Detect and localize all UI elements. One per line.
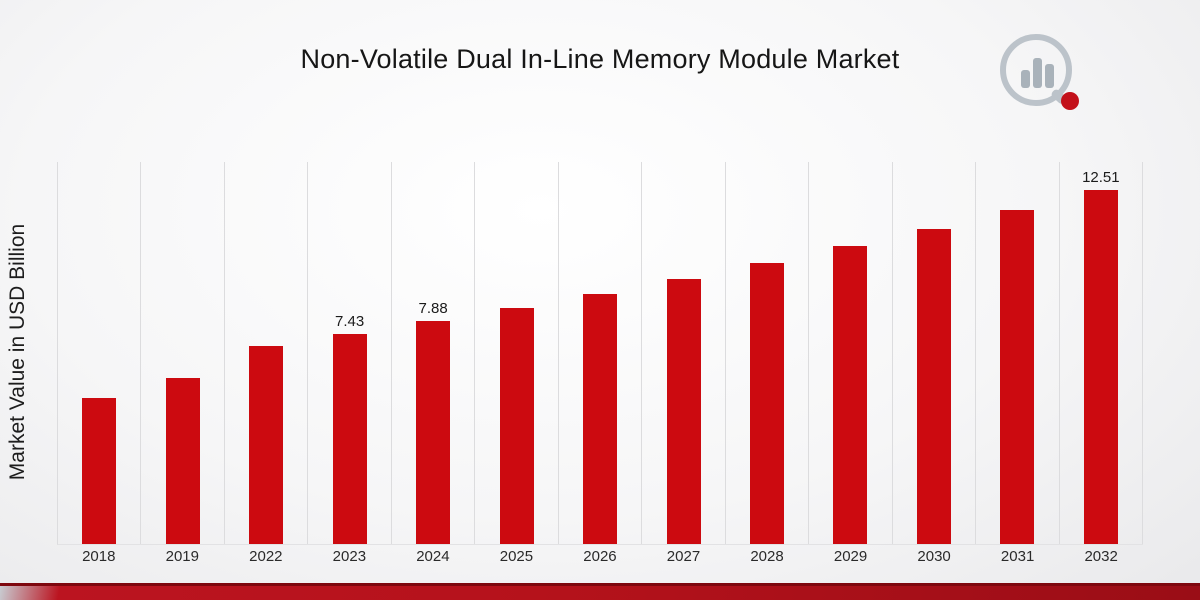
bar-value-label: 7.88 (418, 300, 448, 318)
x-tick-label: 2019 (165, 548, 199, 565)
bar-group (726, 162, 810, 544)
x-tick-label: 2031 (1000, 548, 1035, 565)
x-tick-label: 2028 (750, 548, 784, 565)
x-tick-label: 2025 (499, 548, 534, 565)
x-tick-label: 2030 (917, 548, 951, 565)
chart-title: Non-Volatile Dual In-Line Memory Module … (300, 44, 900, 74)
bar-group (893, 162, 977, 544)
bar-group (976, 162, 1060, 544)
plot-area: 7.43 7.88 12.51 (57, 162, 1144, 545)
bar-group (141, 162, 225, 544)
bar (583, 293, 618, 544)
x-tick-label: 2032 (1084, 548, 1118, 565)
x-tick-label: 2024 (416, 548, 450, 565)
bar (1000, 209, 1035, 544)
bar-value-label: 12.51 (1082, 169, 1120, 187)
bar (249, 345, 284, 544)
bar (916, 228, 951, 544)
x-tick-label: 2023 (332, 548, 367, 565)
bar-value-label: 7.43 (335, 312, 365, 330)
bar-group (475, 162, 559, 544)
x-tick-label: 2027 (666, 548, 701, 565)
bar-group (58, 162, 142, 544)
bar-group: 7.43 (308, 162, 392, 544)
x-tick-label: 2026 (583, 548, 617, 565)
bar-chart-magnifier-icon (1000, 34, 1079, 110)
bar (749, 263, 784, 544)
footer-accent-band (0, 583, 1200, 600)
y-axis-label: Market Value in USD Billion (6, 223, 29, 481)
market-research-logo (994, 30, 1090, 116)
bar (82, 398, 117, 544)
bar-group (642, 162, 726, 544)
x-tick-label: 2022 (249, 548, 283, 565)
bar-group: 12.51 (1060, 162, 1144, 544)
bar (833, 246, 868, 544)
x-tick-label: 2018 (82, 548, 116, 565)
bar-group: 7.88 (392, 162, 476, 544)
x-tick-label: 2029 (833, 548, 868, 565)
bar-group (559, 162, 643, 544)
bar (332, 333, 367, 544)
x-axis-ticks: 2018 2019 2022 2023 2024 2025 2026 2027 2028 2029… (57, 548, 1143, 572)
bar (499, 307, 534, 544)
bar (666, 278, 701, 544)
bar-group (225, 162, 309, 544)
bar (165, 377, 200, 544)
bar (416, 321, 451, 544)
bar (1083, 190, 1118, 544)
bar-group (809, 162, 893, 544)
